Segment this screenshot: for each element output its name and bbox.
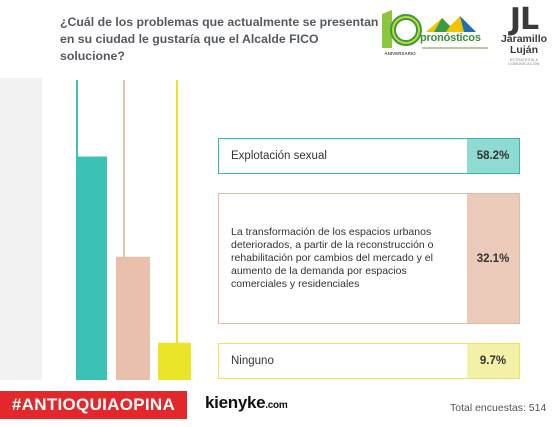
bar-1 bbox=[76, 156, 107, 380]
question-title: ¿Cuál de los problemas que actualmente s… bbox=[60, 15, 379, 63]
kienyke-logo: kienyke.com bbox=[205, 393, 288, 413]
bar-3 bbox=[158, 342, 191, 380]
option-label-1: Explotación sexual bbox=[231, 149, 327, 162]
option-card-1: Explotación sexual 58.2% bbox=[218, 138, 520, 174]
hashtag-banner: #ANTIOQUIAOPINA bbox=[0, 391, 187, 419]
jl-tagline: ESTRATEGIA & COMUNICACIÓN bbox=[508, 58, 540, 66]
jl-line2: Luján bbox=[510, 44, 538, 56]
option-card-3: Ninguno 9.7% bbox=[218, 343, 520, 379]
jaramillo-lujan-logo: JL Jaramillo Luján ESTRATEGIA & COMUNICA… bbox=[494, 2, 554, 68]
mountain-icon bbox=[426, 16, 476, 32]
option-label-2: La transformación de los espacios urbano… bbox=[231, 226, 434, 290]
kienyke-brand: kienyke bbox=[205, 393, 266, 412]
bar-guide-3 bbox=[176, 80, 178, 380]
jl-initials: JL bbox=[509, 2, 539, 37]
left-panel bbox=[0, 78, 42, 380]
option-card-2: La transformación de los espacios urbano… bbox=[218, 193, 520, 324]
total-surveys: Total encuestas: 514 bbox=[450, 402, 547, 414]
bar-2 bbox=[116, 256, 150, 380]
pronosticos-name: pronósticos bbox=[420, 32, 481, 44]
jl-line1: Jaramillo bbox=[500, 33, 548, 45]
anniversary-text: ANIVERSARIO bbox=[384, 51, 416, 56]
anniversary-logo: ANIVERSARIO bbox=[382, 10, 422, 56]
option-value-2: 32.1% bbox=[467, 194, 519, 323]
option-value-3: 9.7% bbox=[467, 344, 519, 378]
bar-guide-2 bbox=[123, 80, 125, 380]
kienyke-suffix: .com bbox=[265, 400, 288, 411]
pronosticos-logo: pronósticos bbox=[420, 14, 490, 56]
option-label-3: Ninguno bbox=[231, 354, 274, 367]
option-value-1: 58.2% bbox=[467, 139, 519, 173]
